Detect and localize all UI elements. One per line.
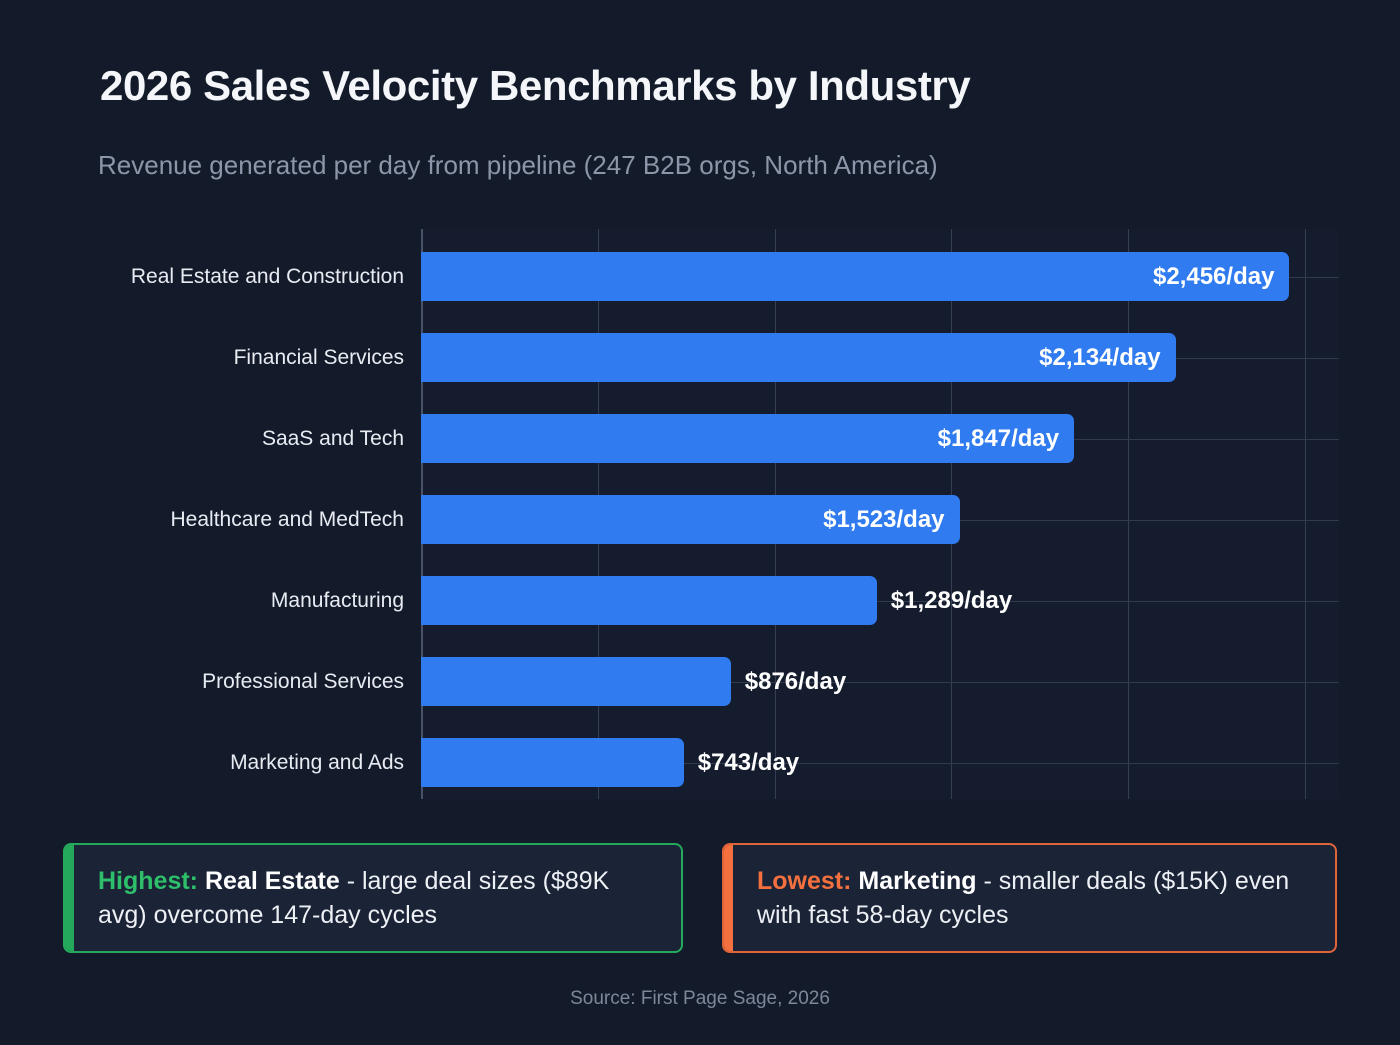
value-label: $2,456/day bbox=[1153, 262, 1275, 290]
category-label: Financial Services bbox=[233, 345, 404, 369]
callout-lowest-lead: Lowest: bbox=[757, 866, 852, 895]
source-note: Source: First Page Sage, 2026 bbox=[570, 988, 830, 1009]
bar-row: Financial Services $2,134/day bbox=[234, 333, 1305, 382]
bar[interactable]: $2,134/day bbox=[421, 333, 1176, 382]
gridline-x-2500 bbox=[1305, 229, 1306, 799]
value-label: $876/day bbox=[744, 667, 847, 695]
gridline-y-5 bbox=[421, 681, 1339, 683]
category-label: Healthcare and MedTech bbox=[170, 507, 404, 531]
value-label: $1,523/day bbox=[823, 505, 945, 533]
value-label: $1,847/day bbox=[937, 424, 1060, 452]
callout-lowest-strong: Marketing bbox=[858, 866, 977, 895]
gridline-x-2000 bbox=[1128, 229, 1130, 799]
callout-highest: Highest: Real Estate - large deal sizes … bbox=[63, 843, 683, 953]
bar[interactable] bbox=[421, 738, 684, 787]
category-label: Real Estate and Construction bbox=[130, 264, 404, 288]
callout-highest-strong: Real Estate bbox=[204, 866, 340, 895]
callout-highest-lead: Highest: bbox=[98, 866, 198, 895]
bar-row: Marketing and Ads $743/day bbox=[230, 738, 1305, 787]
callout-highest-rest: - large deal sizes ($89K avg) overcome 1… bbox=[98, 866, 610, 930]
bar-row: Healthcare and MedTech $1,523/day bbox=[171, 495, 1305, 544]
callout-highest-text: Highest: Real Estate - large deal sizes … bbox=[74, 864, 681, 933]
callout-lowest-text: Lowest: Marketing - smaller deals ($15K)… bbox=[733, 864, 1335, 933]
value-label: $1,289/day bbox=[890, 586, 1013, 614]
category-label: Professional Services bbox=[202, 669, 404, 693]
category-label: SaaS and Tech bbox=[261, 426, 404, 450]
bar[interactable] bbox=[421, 657, 731, 706]
callout-accent-green bbox=[65, 845, 74, 951]
page-subtitle: Revenue generated per day from pipeline … bbox=[98, 150, 938, 180]
gridline-y-6 bbox=[421, 762, 1339, 764]
bar[interactable]: $1,847/day bbox=[421, 414, 1075, 463]
value-label: $743/day bbox=[697, 748, 800, 776]
callout-accent-orange bbox=[724, 845, 733, 951]
bar[interactable] bbox=[421, 576, 877, 625]
value-label: $2,134/day bbox=[1039, 343, 1161, 371]
bar-row: Real Estate and Construction $2,456/day bbox=[131, 252, 1305, 301]
plot-area: Real Estate and Construction $2,456/day Fi… bbox=[131, 229, 1339, 799]
category-label: Marketing and Ads bbox=[230, 750, 404, 774]
callout-lowest: Lowest: Marketing - smaller deals ($15K)… bbox=[722, 843, 1337, 953]
page-title: 2026 Sales Velocity Benchmarks by Indust… bbox=[100, 62, 971, 109]
bar[interactable]: $1,523/day bbox=[421, 495, 960, 544]
category-label: Manufacturing bbox=[270, 588, 404, 612]
bar-row: SaaS and Tech $1,847/day bbox=[262, 414, 1305, 463]
bar-row: Manufacturing $1,289/day bbox=[271, 576, 1305, 625]
bar-row: Professional Services $876/day bbox=[202, 657, 1305, 706]
bar[interactable]: $2,456/day bbox=[421, 252, 1290, 301]
gridline-y-4 bbox=[421, 600, 1339, 602]
callout-lowest-rest: - smaller deals ($15K) even with fast 58… bbox=[757, 866, 1290, 930]
